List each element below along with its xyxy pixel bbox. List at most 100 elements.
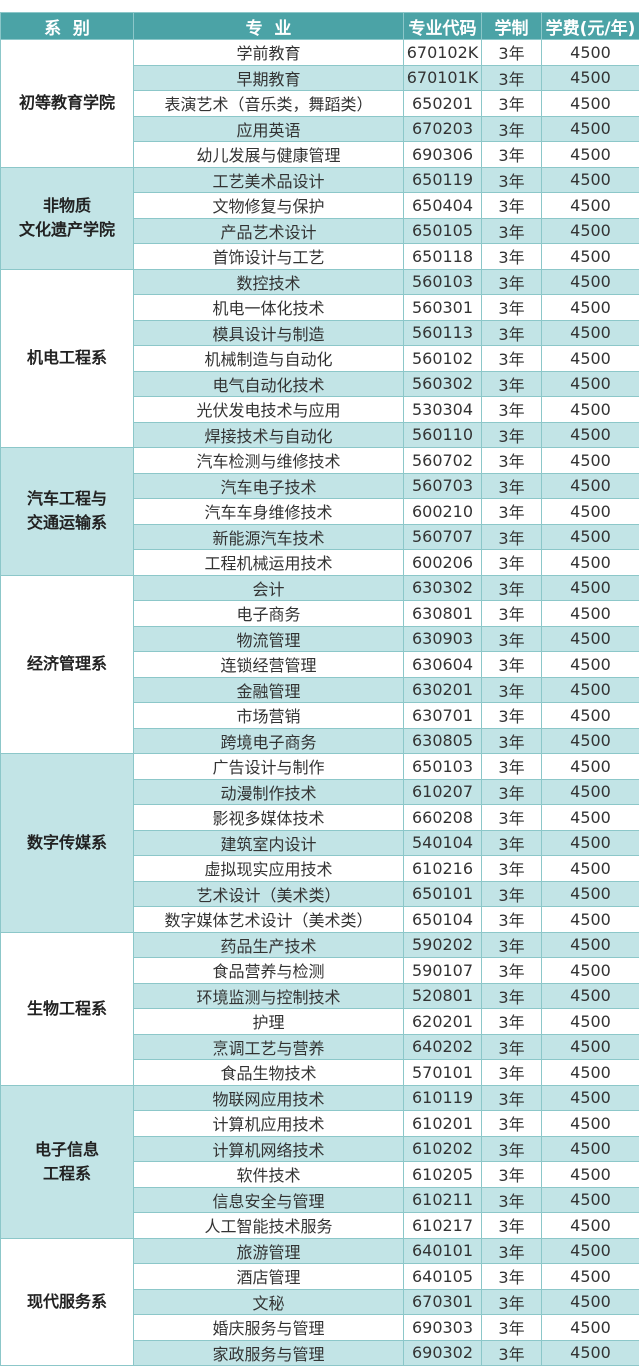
years-cell: 3年 bbox=[481, 1110, 542, 1137]
table-row: 经济管理系 会计 630302 3年 4500 bbox=[0, 574, 639, 754]
fee-cell: 4500 bbox=[541, 39, 639, 66]
years-cell: 3年 bbox=[481, 523, 542, 550]
fee-cell: 4500 bbox=[541, 319, 639, 346]
years-cell: 3年 bbox=[481, 880, 542, 907]
years-cell: 3年 bbox=[481, 931, 542, 958]
years-cell: 3年 bbox=[481, 829, 542, 856]
years-cell: 3年 bbox=[481, 1186, 542, 1213]
fee-cell: 4500 bbox=[541, 1135, 639, 1162]
years-cell: 3年 bbox=[481, 141, 542, 168]
code-cell: 560103 bbox=[403, 268, 482, 295]
years-cell: 3年 bbox=[481, 855, 542, 882]
fee-cell: 4500 bbox=[541, 396, 639, 423]
major-cell: 动漫制作技术 bbox=[133, 778, 404, 805]
table-row: 机电工程系 数控技术 560103 3年 4500 bbox=[0, 268, 639, 448]
years-cell: 3年 bbox=[481, 957, 542, 984]
major-cell: 人工智能技术服务 bbox=[133, 1212, 404, 1239]
years-cell: 3年 bbox=[481, 778, 542, 805]
code-cell: 670102K bbox=[403, 39, 482, 66]
years-cell: 3年 bbox=[481, 115, 542, 142]
major-cell: 信息安全与管理 bbox=[133, 1186, 404, 1213]
table-row: 表演艺术（音乐类，舞蹈类） 650201 3年 4500 bbox=[1, 90, 639, 117]
fee-cell: 4500 bbox=[541, 243, 639, 270]
years-cell: 3年 bbox=[481, 1288, 542, 1315]
major-cell: 汽车车身维修技术 bbox=[133, 498, 404, 525]
major-cell: 产品艺术设计 bbox=[133, 217, 404, 244]
fee-cell: 4500 bbox=[541, 1263, 639, 1290]
program-table-container: 系 别 专 业 专业代码 学制 学费(元/年) 初等教育学院 学前教育 670102… bbox=[0, 12, 639, 1366]
major-cell: 广告设计与制作 bbox=[133, 753, 404, 780]
table-row: 护理 620201 3年 4500 bbox=[1, 1008, 639, 1035]
major-cell: 虚拟现实应用技术 bbox=[133, 855, 404, 882]
major-cell: 表演艺术（音乐类，舞蹈类） bbox=[133, 90, 404, 117]
code-cell: 560102 bbox=[403, 345, 482, 372]
fee-cell: 4500 bbox=[541, 651, 639, 678]
table-row: 机械制造与自动化 560102 3年 4500 bbox=[1, 345, 639, 372]
table-row: 焊接技术与自动化 560110 3年 4500 bbox=[1, 421, 639, 448]
major-cell: 电子商务 bbox=[133, 600, 404, 627]
table-row: 初等教育学院 学前教育 670102K 3年 4500 bbox=[0, 39, 639, 168]
fee-cell: 4500 bbox=[541, 804, 639, 831]
years-cell: 3年 bbox=[481, 192, 542, 219]
header-dept: 系 别 bbox=[0, 12, 134, 40]
dept-cell: 生物工程系 bbox=[0, 931, 134, 1086]
table-row: 非物质 文化遗产学院 工艺美术品设计 650119 3年 4500 bbox=[0, 166, 639, 270]
fee-cell: 4500 bbox=[541, 574, 639, 601]
code-cell: 640101 bbox=[403, 1237, 482, 1264]
table-header-row: 系 别 专 业 专业代码 学制 学费(元/年) bbox=[0, 12, 639, 40]
fee-cell: 4500 bbox=[541, 880, 639, 907]
years-cell: 3年 bbox=[481, 370, 542, 397]
table-row: 建筑室内设计 540104 3年 4500 bbox=[1, 829, 639, 856]
years-cell: 3年 bbox=[481, 1084, 542, 1111]
table-row: 烹调工艺与营养 640202 3年 4500 bbox=[1, 1033, 639, 1060]
code-cell: 630302 bbox=[403, 574, 482, 601]
fee-cell: 4500 bbox=[541, 141, 639, 168]
years-cell: 3年 bbox=[481, 727, 542, 754]
major-cell: 建筑室内设计 bbox=[133, 829, 404, 856]
fee-cell: 4500 bbox=[541, 90, 639, 117]
years-cell: 3年 bbox=[481, 982, 542, 1009]
years-cell: 3年 bbox=[481, 549, 542, 576]
table-row: 食品生物技术 570101 3年 4500 bbox=[1, 1059, 639, 1086]
years-cell: 3年 bbox=[481, 1314, 542, 1341]
major-cell: 模具设计与制造 bbox=[133, 319, 404, 346]
dept-cell: 机电工程系 bbox=[0, 268, 134, 448]
dept-cell: 现代服务系 bbox=[0, 1237, 134, 1366]
dept-cell: 数字传媒系 bbox=[0, 753, 134, 933]
fee-cell: 4500 bbox=[541, 625, 639, 652]
fee-cell: 4500 bbox=[541, 268, 639, 295]
major-cell: 文物修复与保护 bbox=[133, 192, 404, 219]
fee-cell: 4500 bbox=[541, 778, 639, 805]
code-cell: 640202 bbox=[403, 1033, 482, 1060]
fee-cell: 4500 bbox=[541, 294, 639, 321]
dept-cell: 初等教育学院 bbox=[0, 39, 134, 168]
header-years: 学制 bbox=[481, 12, 542, 40]
years-cell: 3年 bbox=[481, 804, 542, 831]
years-cell: 3年 bbox=[481, 1135, 542, 1162]
major-cell: 药品生产技术 bbox=[133, 931, 404, 958]
major-cell: 食品营养与检测 bbox=[133, 957, 404, 984]
table-row: 虚拟现实应用技术 610216 3年 4500 bbox=[1, 855, 639, 882]
major-cell: 计算机应用技术 bbox=[133, 1110, 404, 1137]
years-cell: 3年 bbox=[481, 1263, 542, 1290]
code-cell: 650404 bbox=[403, 192, 482, 219]
table-row: 工程机械运用技术 600206 3年 4500 bbox=[1, 549, 639, 576]
years-cell: 3年 bbox=[481, 651, 542, 678]
table-row: 电子信息 工程系 物联网应用技术 610119 3年 4500 bbox=[0, 1084, 639, 1239]
fee-cell: 4500 bbox=[541, 931, 639, 958]
major-cell: 焊接技术与自动化 bbox=[133, 421, 404, 448]
code-cell: 650105 bbox=[403, 217, 482, 244]
table-row: 早期教育 670101K 3年 4500 bbox=[1, 64, 639, 91]
table-row: 文物修复与保护 650404 3年 4500 bbox=[1, 192, 639, 219]
code-cell: 560707 bbox=[403, 523, 482, 550]
fee-cell: 4500 bbox=[541, 217, 639, 244]
table-row: 电子商务 630801 3年 4500 bbox=[1, 600, 639, 627]
years-cell: 3年 bbox=[481, 39, 542, 66]
table-row: 连锁经营管理 630604 3年 4500 bbox=[1, 651, 639, 678]
table-row: 跨境电子商务 630805 3年 4500 bbox=[1, 727, 639, 754]
major-cell: 数字媒体艺术设计（美术类） bbox=[133, 906, 404, 933]
table-row: 生物工程系 药品生产技术 590202 3年 4500 bbox=[0, 931, 639, 1086]
years-cell: 3年 bbox=[481, 396, 542, 423]
code-cell: 610119 bbox=[403, 1084, 482, 1111]
fee-cell: 4500 bbox=[541, 1033, 639, 1060]
